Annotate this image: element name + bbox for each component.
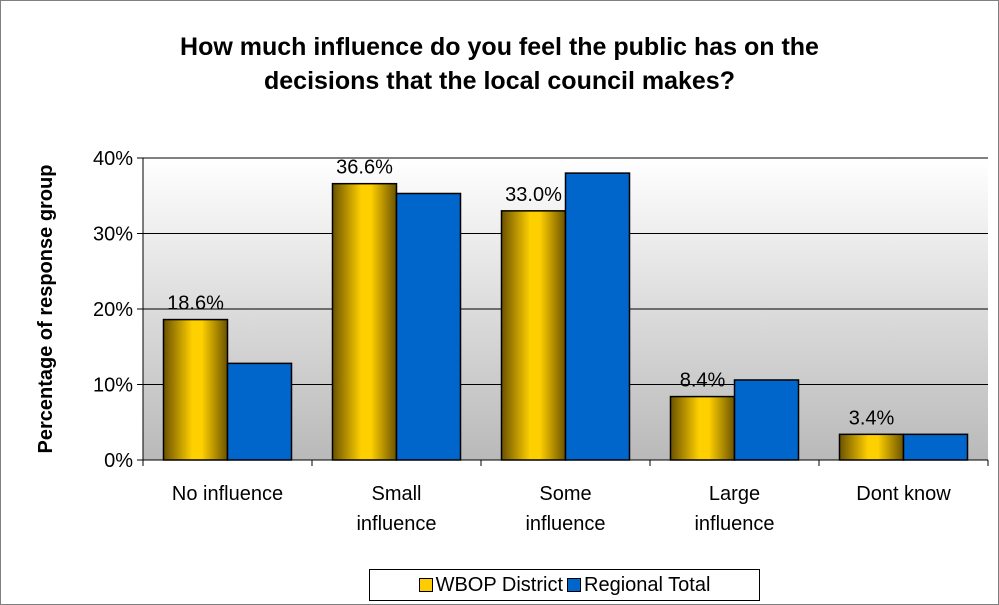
bar-regional <box>564 172 631 461</box>
bar-wbop <box>500 210 567 461</box>
x-tick-label: influence <box>356 513 436 535</box>
bar-wbop <box>162 318 229 461</box>
legend-label-regional: Regional Total <box>584 573 711 596</box>
y-tick-label: 40% <box>93 148 133 170</box>
y-axis-title: Percentage of response group <box>35 165 57 454</box>
chart-title: How much influence do you feel the publi… <box>0 30 999 98</box>
data-label: 18.6% <box>167 293 224 315</box>
x-tick-label: influence <box>694 513 774 535</box>
legend-swatch-regional <box>567 578 582 592</box>
bar-regional <box>395 192 462 461</box>
y-tick-label: 0% <box>104 450 133 472</box>
legend-swatch-wbop <box>418 578 433 592</box>
x-tick-label: Small <box>371 483 421 505</box>
bar-regional <box>902 433 969 461</box>
chart-title-line-2: decisions that the local council makes? <box>264 67 735 95</box>
legend-label-wbop: WBOP District <box>435 573 564 596</box>
data-label: 33.0% <box>505 184 562 206</box>
y-tick-label: 30% <box>93 224 133 246</box>
labels: 0% 10% 20% 30% 40% 18.6% No influence 36.6% Smal… <box>93 148 951 535</box>
x-tick-label: Some <box>539 483 591 505</box>
data-label: 8.4% <box>680 370 726 392</box>
axes <box>137 157 989 466</box>
x-tick-label: Dont know <box>856 483 951 505</box>
bar-wbop <box>331 182 398 461</box>
y-tick-label: 20% <box>93 299 133 321</box>
x-tick-label: No influence <box>172 483 283 505</box>
data-label: 3.4% <box>849 407 895 429</box>
bar-wbop <box>669 395 736 461</box>
bar-regional <box>733 379 800 461</box>
legend-item-regional: Regional Total <box>567 574 710 597</box>
legend: WBOP District Regional Total <box>369 569 760 601</box>
bar-wbop <box>838 433 905 461</box>
data-label: 36.6% <box>336 157 393 179</box>
x-tick-label: Large <box>709 483 760 505</box>
bar-regional <box>226 362 293 461</box>
legend-item-wbop: WBOP District <box>418 573 564 597</box>
x-tick-label: influence <box>525 513 605 535</box>
y-tick-label: 10% <box>93 375 133 397</box>
chart-title-line-1: How much influence do you feel the publi… <box>180 33 819 61</box>
bars <box>162 172 969 461</box>
